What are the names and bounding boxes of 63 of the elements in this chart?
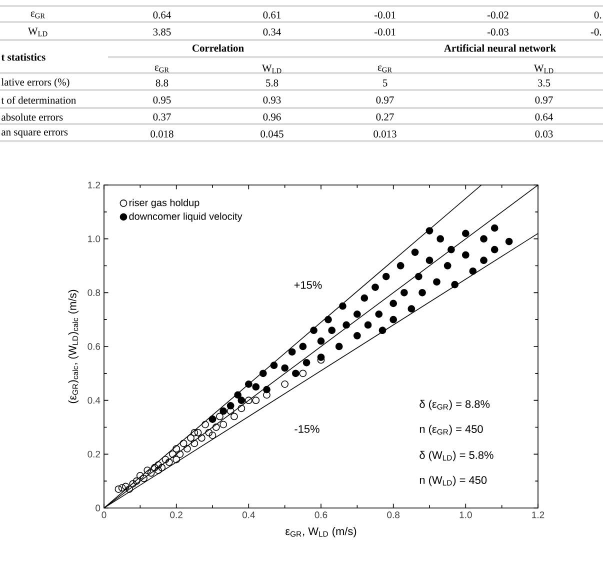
text: Artificial neural network xyxy=(444,44,556,52)
x-tick-label: 0 xyxy=(102,512,106,518)
x-tick-label: 1.2 xyxy=(532,512,544,518)
x-tick-label: 1.0 xyxy=(460,512,472,518)
text: 0.27 xyxy=(376,113,394,121)
text: 5 xyxy=(383,80,388,86)
text: 0.018 xyxy=(150,130,174,138)
legend-label: downcomer liquid velocity xyxy=(129,212,242,222)
annotation: -15% xyxy=(294,425,320,433)
text: t of determination xyxy=(1,96,76,104)
y-tick-label: 0.8 xyxy=(88,289,100,296)
x-tick-label: 0.8 xyxy=(387,512,400,518)
legend-label: riser gas holdup xyxy=(129,198,200,208)
text: -0.02 xyxy=(488,11,508,19)
annotation: n (W$_{LD}$) = 450 xyxy=(420,476,487,486)
y-tick-label: 0.4 xyxy=(88,396,100,404)
text: 0.97 xyxy=(376,96,394,104)
text: 0.95 xyxy=(153,96,171,104)
text: 0.03 xyxy=(535,130,553,138)
text: W$_{LD}$ xyxy=(262,64,282,74)
text: (ε$_{GR}$)$_{calc}$, (W$_{LD}$)$_{calc}$ (m/s) xyxy=(68,290,78,404)
y-tick-label: 0.6 xyxy=(88,343,100,350)
text: 8.8 xyxy=(156,79,168,87)
text: W$_{LD}$ xyxy=(28,28,48,36)
text: absolute errors xyxy=(2,113,63,121)
text: ε$_{GR}$ xyxy=(378,66,392,72)
x-tick-label: 0.6 xyxy=(314,512,328,518)
text: 0.045 xyxy=(260,130,284,138)
y-tick-label: 0 xyxy=(96,504,100,512)
y-tick-label: 0.2 xyxy=(88,450,100,458)
text: W$_{LD}$ xyxy=(534,64,554,74)
text: 3.85 xyxy=(153,28,171,36)
annotation: δ (W$_{LD}$) = 5.8% xyxy=(420,450,494,462)
text: lative errors (%) xyxy=(1,78,70,88)
text: -0. xyxy=(590,28,602,36)
text: 0.37 xyxy=(153,113,171,121)
text: 5.8 xyxy=(266,79,278,87)
text: 0.97 xyxy=(535,96,553,104)
text: 0.96 xyxy=(263,113,281,121)
text: ε$_{GR}$ xyxy=(30,12,46,18)
text: Correlation xyxy=(192,44,244,52)
text: -0.01 xyxy=(374,11,396,19)
text: an square errors xyxy=(2,130,68,138)
text: -0.03 xyxy=(488,28,508,36)
text: 0.61 xyxy=(263,11,281,19)
annotation: n (ε$_{GR}$) = 450 xyxy=(420,424,483,436)
y-tick-label: 1.2 xyxy=(88,182,100,188)
text: 0.34 xyxy=(263,28,281,36)
text: 0.013 xyxy=(374,130,396,138)
text: 0.64 xyxy=(535,113,553,121)
x-tick-label: 0.2 xyxy=(170,512,182,518)
x-axis-title: ε$_{GR}$, W$_{LD}$ (m/s) xyxy=(286,527,356,538)
annotation: δ (ε$_{GR}$) = 8.8% xyxy=(420,400,490,410)
text: ε$_{GR}$ xyxy=(154,66,170,72)
text: -0.01 xyxy=(374,28,396,36)
text: 0.93 xyxy=(263,96,281,104)
text: t statistics xyxy=(1,53,46,61)
text: 3.5 xyxy=(538,79,550,87)
annotation: +15% xyxy=(294,281,322,289)
x-tick-label: 0.4 xyxy=(242,512,255,518)
text: 0.64 xyxy=(153,11,171,19)
text: 0. xyxy=(594,11,602,19)
y-tick-label: 1.0 xyxy=(88,235,100,242)
